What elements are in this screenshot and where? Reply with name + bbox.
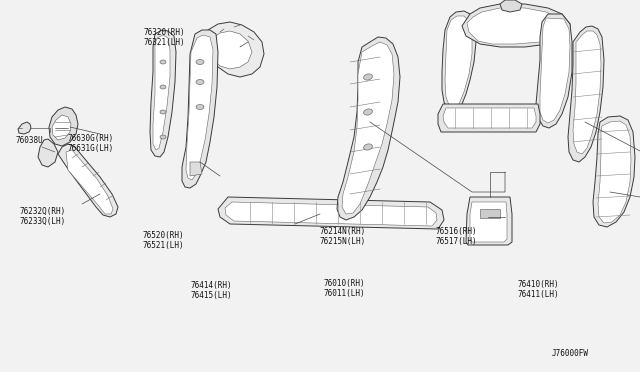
Text: 76038U: 76038U — [16, 136, 44, 145]
Ellipse shape — [196, 80, 204, 84]
Ellipse shape — [160, 60, 166, 64]
Polygon shape — [470, 202, 507, 242]
Ellipse shape — [364, 109, 372, 115]
Text: 76516(RH)
76517(LH): 76516(RH) 76517(LH) — [435, 227, 477, 246]
Ellipse shape — [160, 135, 166, 139]
Ellipse shape — [364, 74, 372, 80]
Polygon shape — [466, 197, 512, 245]
Polygon shape — [568, 26, 604, 162]
Polygon shape — [442, 11, 476, 112]
Polygon shape — [66, 150, 113, 214]
Text: 76010(RH)
76011(LH): 76010(RH) 76011(LH) — [323, 279, 365, 298]
Polygon shape — [218, 197, 444, 229]
Polygon shape — [443, 108, 536, 128]
Polygon shape — [182, 30, 218, 188]
Polygon shape — [536, 14, 572, 128]
Polygon shape — [573, 31, 601, 154]
Polygon shape — [342, 42, 394, 214]
Ellipse shape — [364, 144, 372, 150]
Text: J76000FW: J76000FW — [552, 349, 589, 358]
Text: 76410(RH)
76411(LH): 76410(RH) 76411(LH) — [517, 280, 559, 299]
Polygon shape — [58, 144, 118, 217]
Polygon shape — [540, 18, 570, 123]
Polygon shape — [337, 37, 400, 220]
Polygon shape — [49, 107, 78, 146]
Ellipse shape — [160, 85, 166, 89]
Polygon shape — [190, 162, 202, 176]
Polygon shape — [18, 122, 31, 134]
Text: 76630G(RH)
76631G(LH): 76630G(RH) 76631G(LH) — [67, 134, 113, 153]
Polygon shape — [52, 115, 71, 140]
Text: 76520(RH)
76521(LH): 76520(RH) 76521(LH) — [142, 231, 184, 250]
Polygon shape — [150, 30, 176, 157]
Polygon shape — [467, 8, 564, 44]
Ellipse shape — [160, 110, 166, 114]
Polygon shape — [500, 0, 522, 12]
Text: 76320(RH)
76321(LH): 76320(RH) 76321(LH) — [144, 28, 186, 47]
Polygon shape — [38, 139, 58, 167]
Polygon shape — [598, 121, 631, 223]
Polygon shape — [225, 202, 437, 226]
Ellipse shape — [196, 60, 204, 64]
Polygon shape — [462, 4, 570, 47]
Polygon shape — [593, 116, 635, 227]
Text: 76214N(RH)
76215N(LH): 76214N(RH) 76215N(LH) — [320, 227, 366, 246]
Polygon shape — [196, 22, 264, 77]
Ellipse shape — [196, 105, 204, 109]
Text: 76232Q(RH)
76233Q(LH): 76232Q(RH) 76233Q(LH) — [19, 206, 65, 226]
Polygon shape — [208, 31, 252, 69]
Polygon shape — [186, 35, 213, 180]
Polygon shape — [438, 104, 540, 132]
Polygon shape — [153, 35, 170, 150]
Text: 76414(RH)
76415(LH): 76414(RH) 76415(LH) — [191, 281, 232, 300]
Polygon shape — [445, 16, 472, 107]
Polygon shape — [480, 209, 500, 218]
